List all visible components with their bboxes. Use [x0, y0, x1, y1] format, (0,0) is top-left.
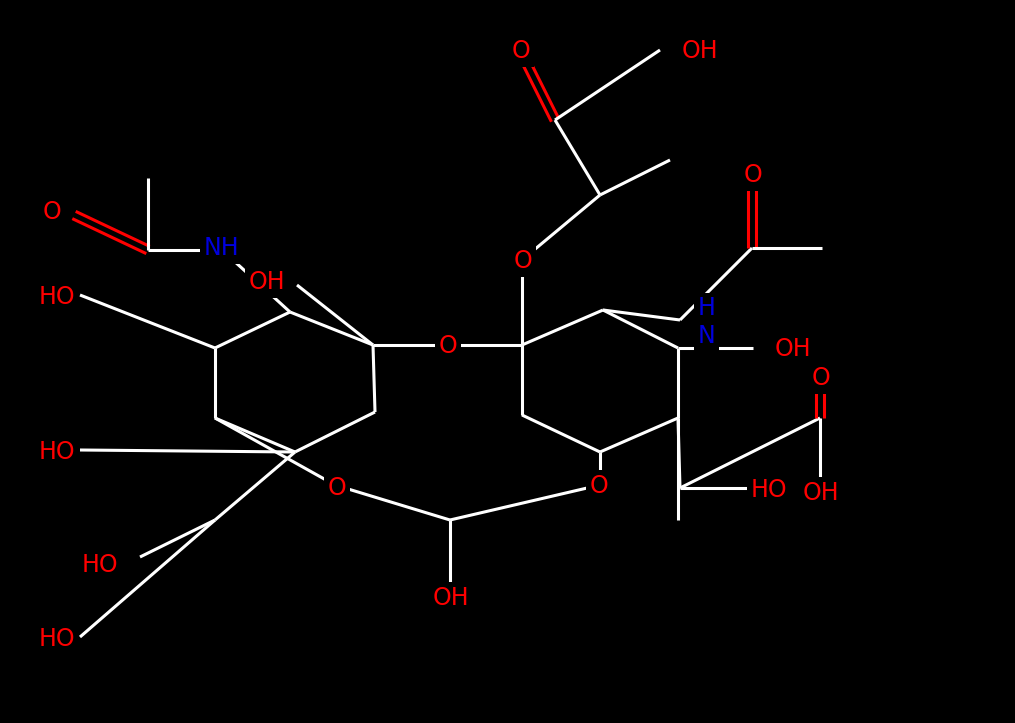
Text: HO: HO	[39, 440, 75, 464]
Text: HO: HO	[39, 627, 75, 651]
Text: HO: HO	[39, 285, 75, 309]
Text: O: O	[812, 366, 830, 390]
Text: O: O	[328, 476, 346, 500]
Text: OH: OH	[249, 270, 285, 294]
Text: OH: OH	[775, 337, 812, 361]
Text: HO: HO	[81, 553, 118, 577]
Text: HO: HO	[751, 478, 788, 502]
Text: O: O	[744, 163, 762, 187]
Text: OH: OH	[803, 481, 839, 505]
Text: O: O	[438, 334, 458, 358]
Text: O: O	[590, 474, 608, 498]
Text: O: O	[512, 39, 531, 63]
Text: NH: NH	[203, 236, 239, 260]
Text: OH: OH	[682, 39, 719, 63]
Text: OH: OH	[432, 586, 469, 610]
Text: H
N: H N	[698, 296, 716, 348]
Text: O: O	[43, 200, 61, 224]
Text: O: O	[514, 249, 533, 273]
